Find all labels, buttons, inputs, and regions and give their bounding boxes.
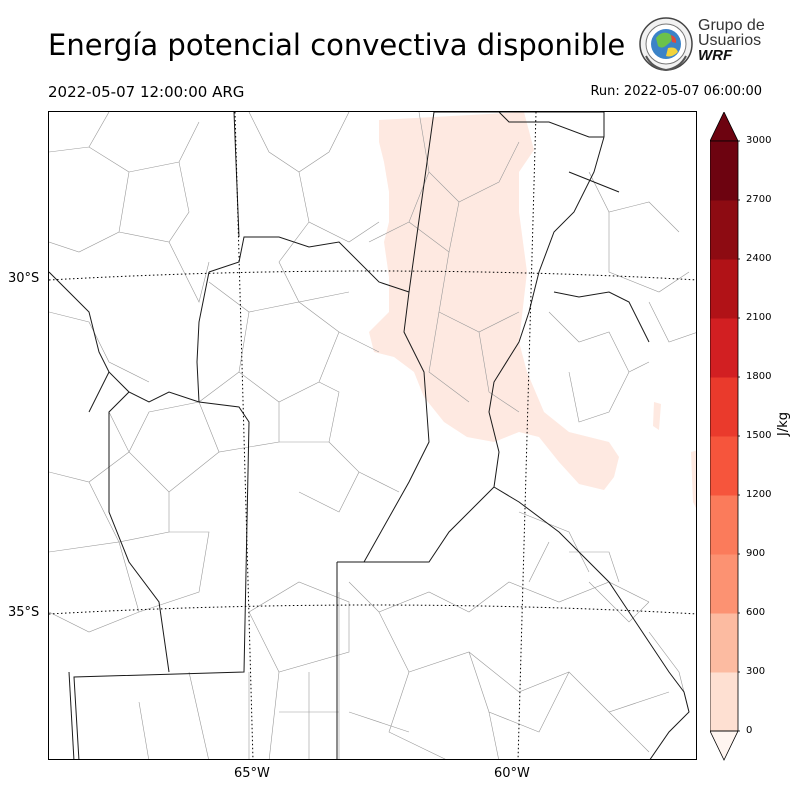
colorbar-segment <box>710 436 738 496</box>
lon-label-60w: 60°W <box>494 766 530 781</box>
logo: Grupo de Usuarios WRF <box>638 16 768 72</box>
colorbar-segment <box>710 141 738 201</box>
colorbar-segment <box>710 554 738 614</box>
logo-text: Grupo de Usuarios WRF <box>698 17 765 64</box>
colorbar-segment <box>710 672 738 732</box>
map-title: Energía potencial convectiva disponible <box>48 28 626 62</box>
colorbar-tick-label: 300 <box>746 666 766 677</box>
colorbar-tick-label: 1800 <box>746 371 772 382</box>
colorbar-unit: J/kg <box>776 412 791 436</box>
colorbar-tick-label: 0 <box>746 725 753 736</box>
map-svg <box>49 112 696 759</box>
colorbar-tick-label: 900 <box>746 548 766 559</box>
county-boundaries <box>49 112 696 759</box>
colorbar-extend-bottom <box>709 730 739 761</box>
colorbar-tick-label: 1500 <box>746 430 772 441</box>
colorbar-segment <box>710 613 738 673</box>
colorbar <box>709 111 742 766</box>
colorbar-tick-label: 2100 <box>746 312 772 323</box>
globe-emblem-icon <box>639 17 693 72</box>
valid-time: 2022-05-07 12:00:00 ARG <box>48 83 245 101</box>
logo-line1: Grupo de <box>698 17 765 34</box>
colorbar-tick-label: 2700 <box>746 194 772 205</box>
run-time: Run: 2022-05-07 06:00:00 <box>590 84 762 99</box>
lon-label-65w: 65°W <box>234 766 270 781</box>
colorbar-tick-label: 3000 <box>746 135 772 146</box>
logo-line3: WRF <box>698 47 733 64</box>
colorbar-segment <box>710 259 738 319</box>
lat-label-30s: 30°S <box>8 271 40 286</box>
cape-field <box>369 112 696 508</box>
logo-line2: Usuarios <box>698 32 762 49</box>
map-panel[interactable] <box>48 111 697 760</box>
colorbar-svg <box>709 111 742 761</box>
colorbar-tick-label: 2400 <box>746 253 772 264</box>
colorbar-segment <box>710 377 738 437</box>
colorbar-tick-label: 600 <box>746 607 766 618</box>
colorbar-extend-top <box>709 111 739 142</box>
colorbar-tick-label: 1200 <box>746 489 772 500</box>
colorbar-segment <box>710 495 738 555</box>
colorbar-segment <box>710 318 738 378</box>
graticule <box>49 112 696 759</box>
province-borders <box>49 112 690 759</box>
lat-label-35s: 35°S <box>8 605 40 620</box>
colorbar-segment <box>710 200 738 260</box>
